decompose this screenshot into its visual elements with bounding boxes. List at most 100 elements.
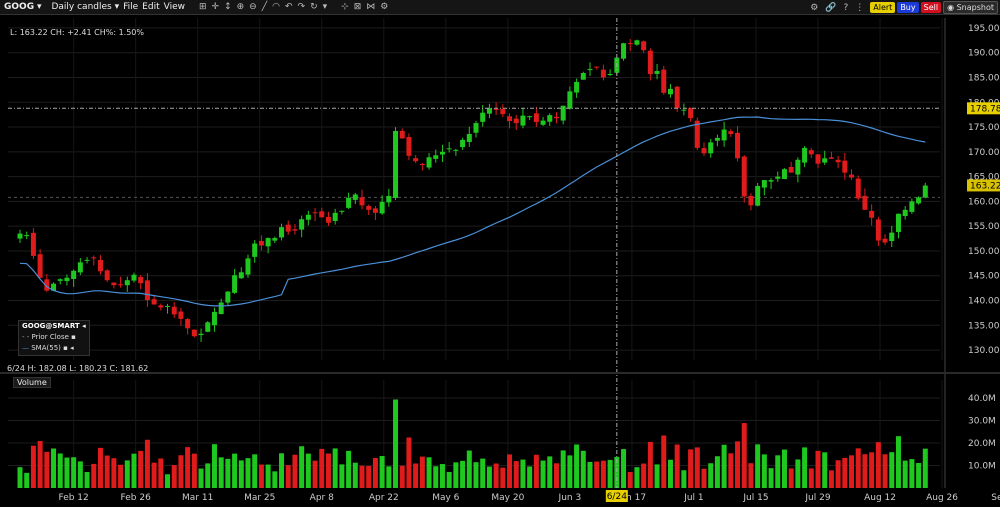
volume-bar: [131, 453, 137, 488]
price-tick-label: 135.00: [968, 321, 1000, 331]
candle-body: [641, 41, 647, 51]
volume-bar: [527, 466, 533, 488]
draw-arc-icon[interactable]: ◠: [272, 2, 280, 12]
undo-icon[interactable]: ↶: [284, 2, 293, 12]
candle-body: [118, 284, 124, 286]
candle-body: [191, 329, 197, 337]
volume-bar: [332, 448, 338, 488]
volume-bar: [875, 442, 881, 488]
candle-body: [822, 158, 828, 163]
volume-bar: [279, 453, 285, 488]
candle-body: [540, 120, 546, 125]
price-tick-label: 140.00: [968, 297, 1000, 307]
candle-body: [346, 197, 352, 208]
crosshair-icon[interactable]: ✛: [211, 2, 220, 12]
volume-bar: [614, 456, 620, 488]
volume-bar: [574, 444, 580, 488]
candle-body: [379, 201, 385, 214]
volume-bar: [312, 460, 318, 488]
volume-bar: [292, 454, 298, 488]
volume-bar: [252, 454, 258, 488]
candle-body: [91, 257, 97, 259]
menu-file[interactable]: File: [123, 2, 139, 12]
add-study-icon[interactable]: ⊹: [341, 2, 349, 12]
redo-icon[interactable]: ↷: [297, 2, 306, 12]
volume-bar: [359, 465, 365, 488]
volume-bar: [781, 449, 787, 488]
volume-bar: [218, 457, 224, 488]
volume-bar: [272, 471, 278, 488]
volume-bar: [406, 437, 412, 488]
interval-dropdown[interactable]: Daily candles ▾: [51, 2, 120, 12]
volume-bar: [225, 458, 231, 488]
more-icon[interactable]: ⋮: [855, 2, 865, 13]
zoom-in-icon[interactable]: ⊕: [236, 2, 245, 12]
compare-icon[interactable]: ⋈: [366, 2, 376, 12]
zoom-out-icon[interactable]: ⊖: [249, 2, 257, 12]
volume-bar: [446, 471, 452, 488]
candle-body: [413, 158, 419, 162]
candle-body: [466, 133, 472, 142]
draw-line-icon[interactable]: ╱: [261, 2, 268, 12]
candle-body: [111, 282, 117, 286]
candle-body: [446, 148, 452, 150]
candle-body: [909, 201, 915, 212]
gear-icon[interactable]: ⚙: [810, 2, 819, 13]
volume-bar: [433, 466, 439, 488]
volume-bar: [694, 447, 700, 488]
volume-bar: [755, 444, 761, 488]
candle-body: [17, 233, 23, 239]
sell-button[interactable]: Sell: [920, 2, 942, 13]
volume-bar: [57, 453, 63, 488]
chart-settings-icon[interactable]: ⊞: [198, 2, 207, 12]
candle-body: [57, 279, 63, 281]
buy-button[interactable]: Buy: [897, 2, 919, 13]
pan-icon[interactable]: ↕: [224, 2, 232, 12]
candle-body: [399, 130, 405, 139]
symbol-dropdown[interactable]: GOOG ▾: [4, 2, 42, 12]
indicators-icon[interactable]: ⚙: [380, 2, 389, 12]
price-tick-label: 130.00: [968, 346, 1000, 356]
candle-body: [667, 88, 673, 95]
help-icon[interactable]: ?: [843, 2, 849, 13]
candle-body: [426, 157, 432, 168]
tools-dropdown-icon[interactable]: ▾: [322, 2, 328, 12]
candle-body: [634, 40, 640, 45]
snapshot-button[interactable]: ◉ Snapshot: [943, 1, 998, 14]
volume-bar: [37, 440, 43, 488]
pane-divider[interactable]: [0, 372, 1000, 374]
alert-button[interactable]: Alert: [870, 2, 896, 13]
candle-body: [225, 291, 231, 303]
cursor-price-readout: 6/24 H: 182.08 L: 180.23 C: 181.62: [7, 364, 149, 373]
candle-body: [372, 208, 378, 213]
volume-bar: [91, 463, 97, 488]
volume-bar: [439, 464, 445, 488]
date-tick-label: Jun 3: [558, 493, 582, 503]
refresh-icon[interactable]: ↻: [310, 2, 318, 12]
volume-bar: [460, 460, 466, 488]
candle-body: [520, 115, 526, 126]
link-icon[interactable]: 🔗: [825, 2, 837, 13]
layout-icon[interactable]: ⊠: [353, 2, 362, 12]
candle-body: [77, 262, 83, 273]
candle-body: [627, 43, 633, 45]
date-tick-label: Mar 11: [182, 493, 213, 503]
menu-view[interactable]: View: [163, 2, 185, 12]
candle-body: [855, 178, 861, 199]
candle-body: [185, 319, 191, 329]
volume-bar: [17, 467, 23, 488]
menu-edit[interactable]: Edit: [142, 2, 160, 12]
volume-bar: [768, 468, 774, 488]
date-tick-label: Jul 1: [683, 493, 703, 503]
chart-legend[interactable]: GOOG@SMART ◂ - - Prior Close ▪ — SMA(55)…: [18, 320, 90, 356]
volume-bar: [849, 455, 855, 488]
price-tick-label: 155.00: [968, 222, 1000, 232]
candle-body: [493, 108, 499, 110]
candle-body: [299, 219, 305, 230]
volume-bar: [151, 462, 157, 488]
volume-bar: [775, 455, 781, 488]
candle-body: [439, 151, 445, 155]
price-tick-label: 190.00: [968, 49, 1000, 59]
volume-bar: [761, 454, 767, 488]
